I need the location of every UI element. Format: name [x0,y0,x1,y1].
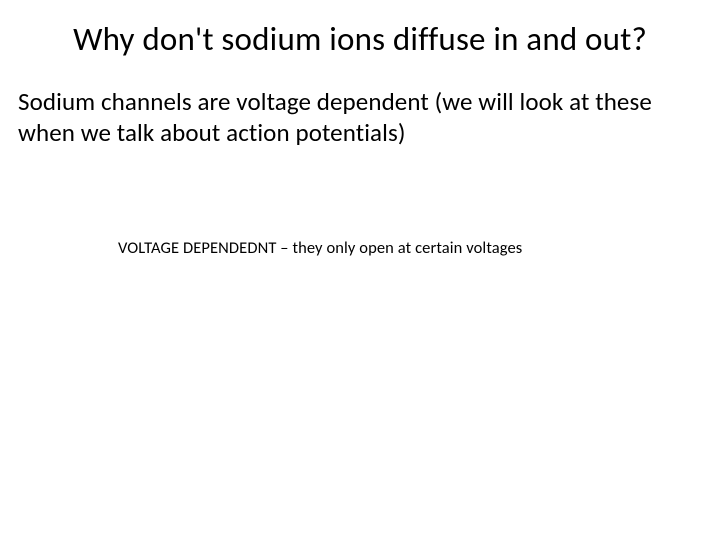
slide-container: Why don't sodium ions diffuse in and out… [0,0,720,540]
slide-title: Why don't sodium ions diffuse in and out… [18,20,702,60]
slide-note-text: VOLTAGE DEPENDEDNT – they only open at c… [18,238,702,258]
slide-body-text: Sodium channels are voltage dependent (w… [18,86,702,149]
